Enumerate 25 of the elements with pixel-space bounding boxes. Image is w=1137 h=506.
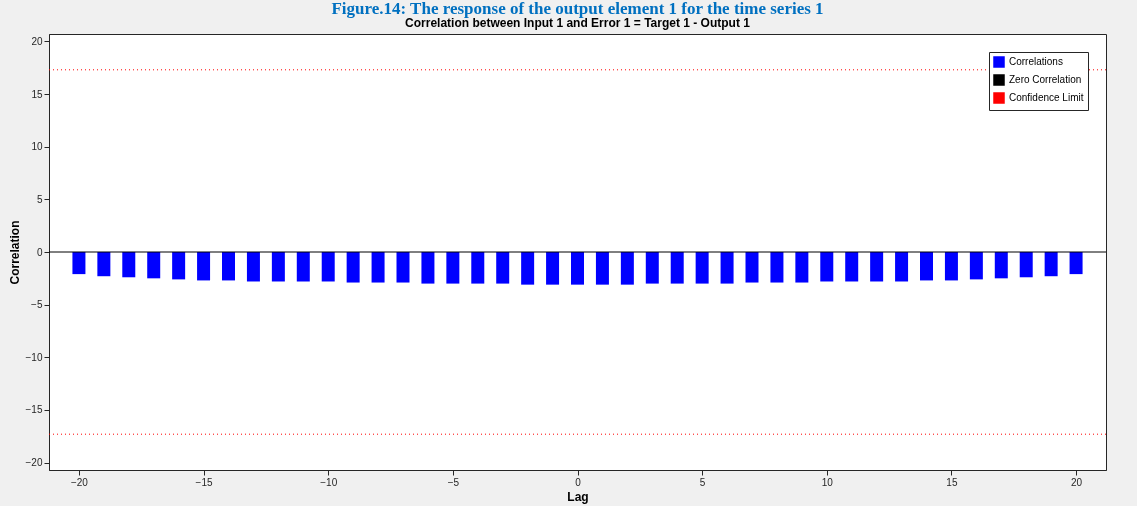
x-tick-label: 0: [575, 476, 582, 488]
x-tick-label: −15: [195, 476, 213, 488]
x-tick-label: 15: [946, 476, 958, 488]
y-tick-label: −10: [25, 351, 43, 363]
x-tick-label: −5: [447, 476, 460, 488]
y-tick-label: 20: [31, 35, 43, 47]
x-tick-label: −20: [70, 476, 89, 488]
chart-title: Correlation between Input 1 and Error 1 = Target 1 - Output 1: [405, 16, 751, 30]
x-tick-label: 20: [1071, 476, 1083, 488]
y-tick-label: 15: [31, 88, 43, 100]
x-tick-label: 10: [821, 476, 834, 488]
x-tick-label: 5: [699, 476, 706, 488]
x-axis-title: Lag: [567, 489, 589, 504]
legend-label: Zero Correlation: [1009, 74, 1082, 85]
x-tick-label: −10: [320, 476, 338, 488]
y-tick-label: 10: [31, 141, 43, 153]
legend-label: Correlations: [1009, 56, 1063, 67]
y-tick-label: 5: [36, 193, 43, 205]
y-tick-label: −15: [25, 404, 43, 416]
y-tick-label: −20: [25, 457, 43, 469]
text: Figure.14: The response of the output element 1 for the time series 1: [331, 0, 824, 18]
y-tick-label: 0: [36, 246, 43, 258]
y-axis-title: Correlation: [7, 220, 22, 285]
legend-label: Confidence Limit: [1009, 92, 1084, 103]
y-tick-label: −5: [31, 299, 43, 311]
